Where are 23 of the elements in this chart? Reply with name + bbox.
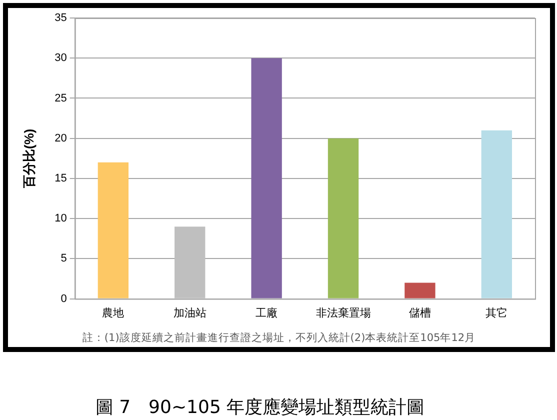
y-tick-label: 30 xyxy=(54,52,67,64)
bar xyxy=(481,130,512,298)
bar xyxy=(174,226,206,298)
x-tick-label: 農地 xyxy=(102,306,124,320)
x-tick-label: 其它 xyxy=(486,306,508,320)
y-tick-label: 25 xyxy=(54,92,67,104)
y-tick-label: 20 xyxy=(54,132,67,144)
y-tick-label: 5 xyxy=(60,252,67,265)
y-tick-label: 35 xyxy=(54,12,67,24)
text: 圖 7 90~105 年度應變場址類型統計圖 xyxy=(94,396,426,419)
y-axis-title: 百分比(%) xyxy=(21,128,36,190)
y-tick-label: 0 xyxy=(60,292,67,305)
x-tick-label: 加油站 xyxy=(173,306,206,320)
text: 註：(1)該度延續之前計畫進行查證之場址，不列入統計(2)本表統計至105年12月 xyxy=(81,331,477,345)
y-tick-label: 15 xyxy=(54,172,67,184)
x-tick-label: 非法棄置場 xyxy=(316,306,371,320)
bar xyxy=(328,138,359,298)
bar xyxy=(404,282,436,298)
bar xyxy=(98,162,129,298)
x-tick-label: 儲槽 xyxy=(408,307,431,320)
bar xyxy=(251,58,282,298)
y-tick-label: 10 xyxy=(54,212,67,225)
x-tick-label: 工廠 xyxy=(256,306,278,320)
